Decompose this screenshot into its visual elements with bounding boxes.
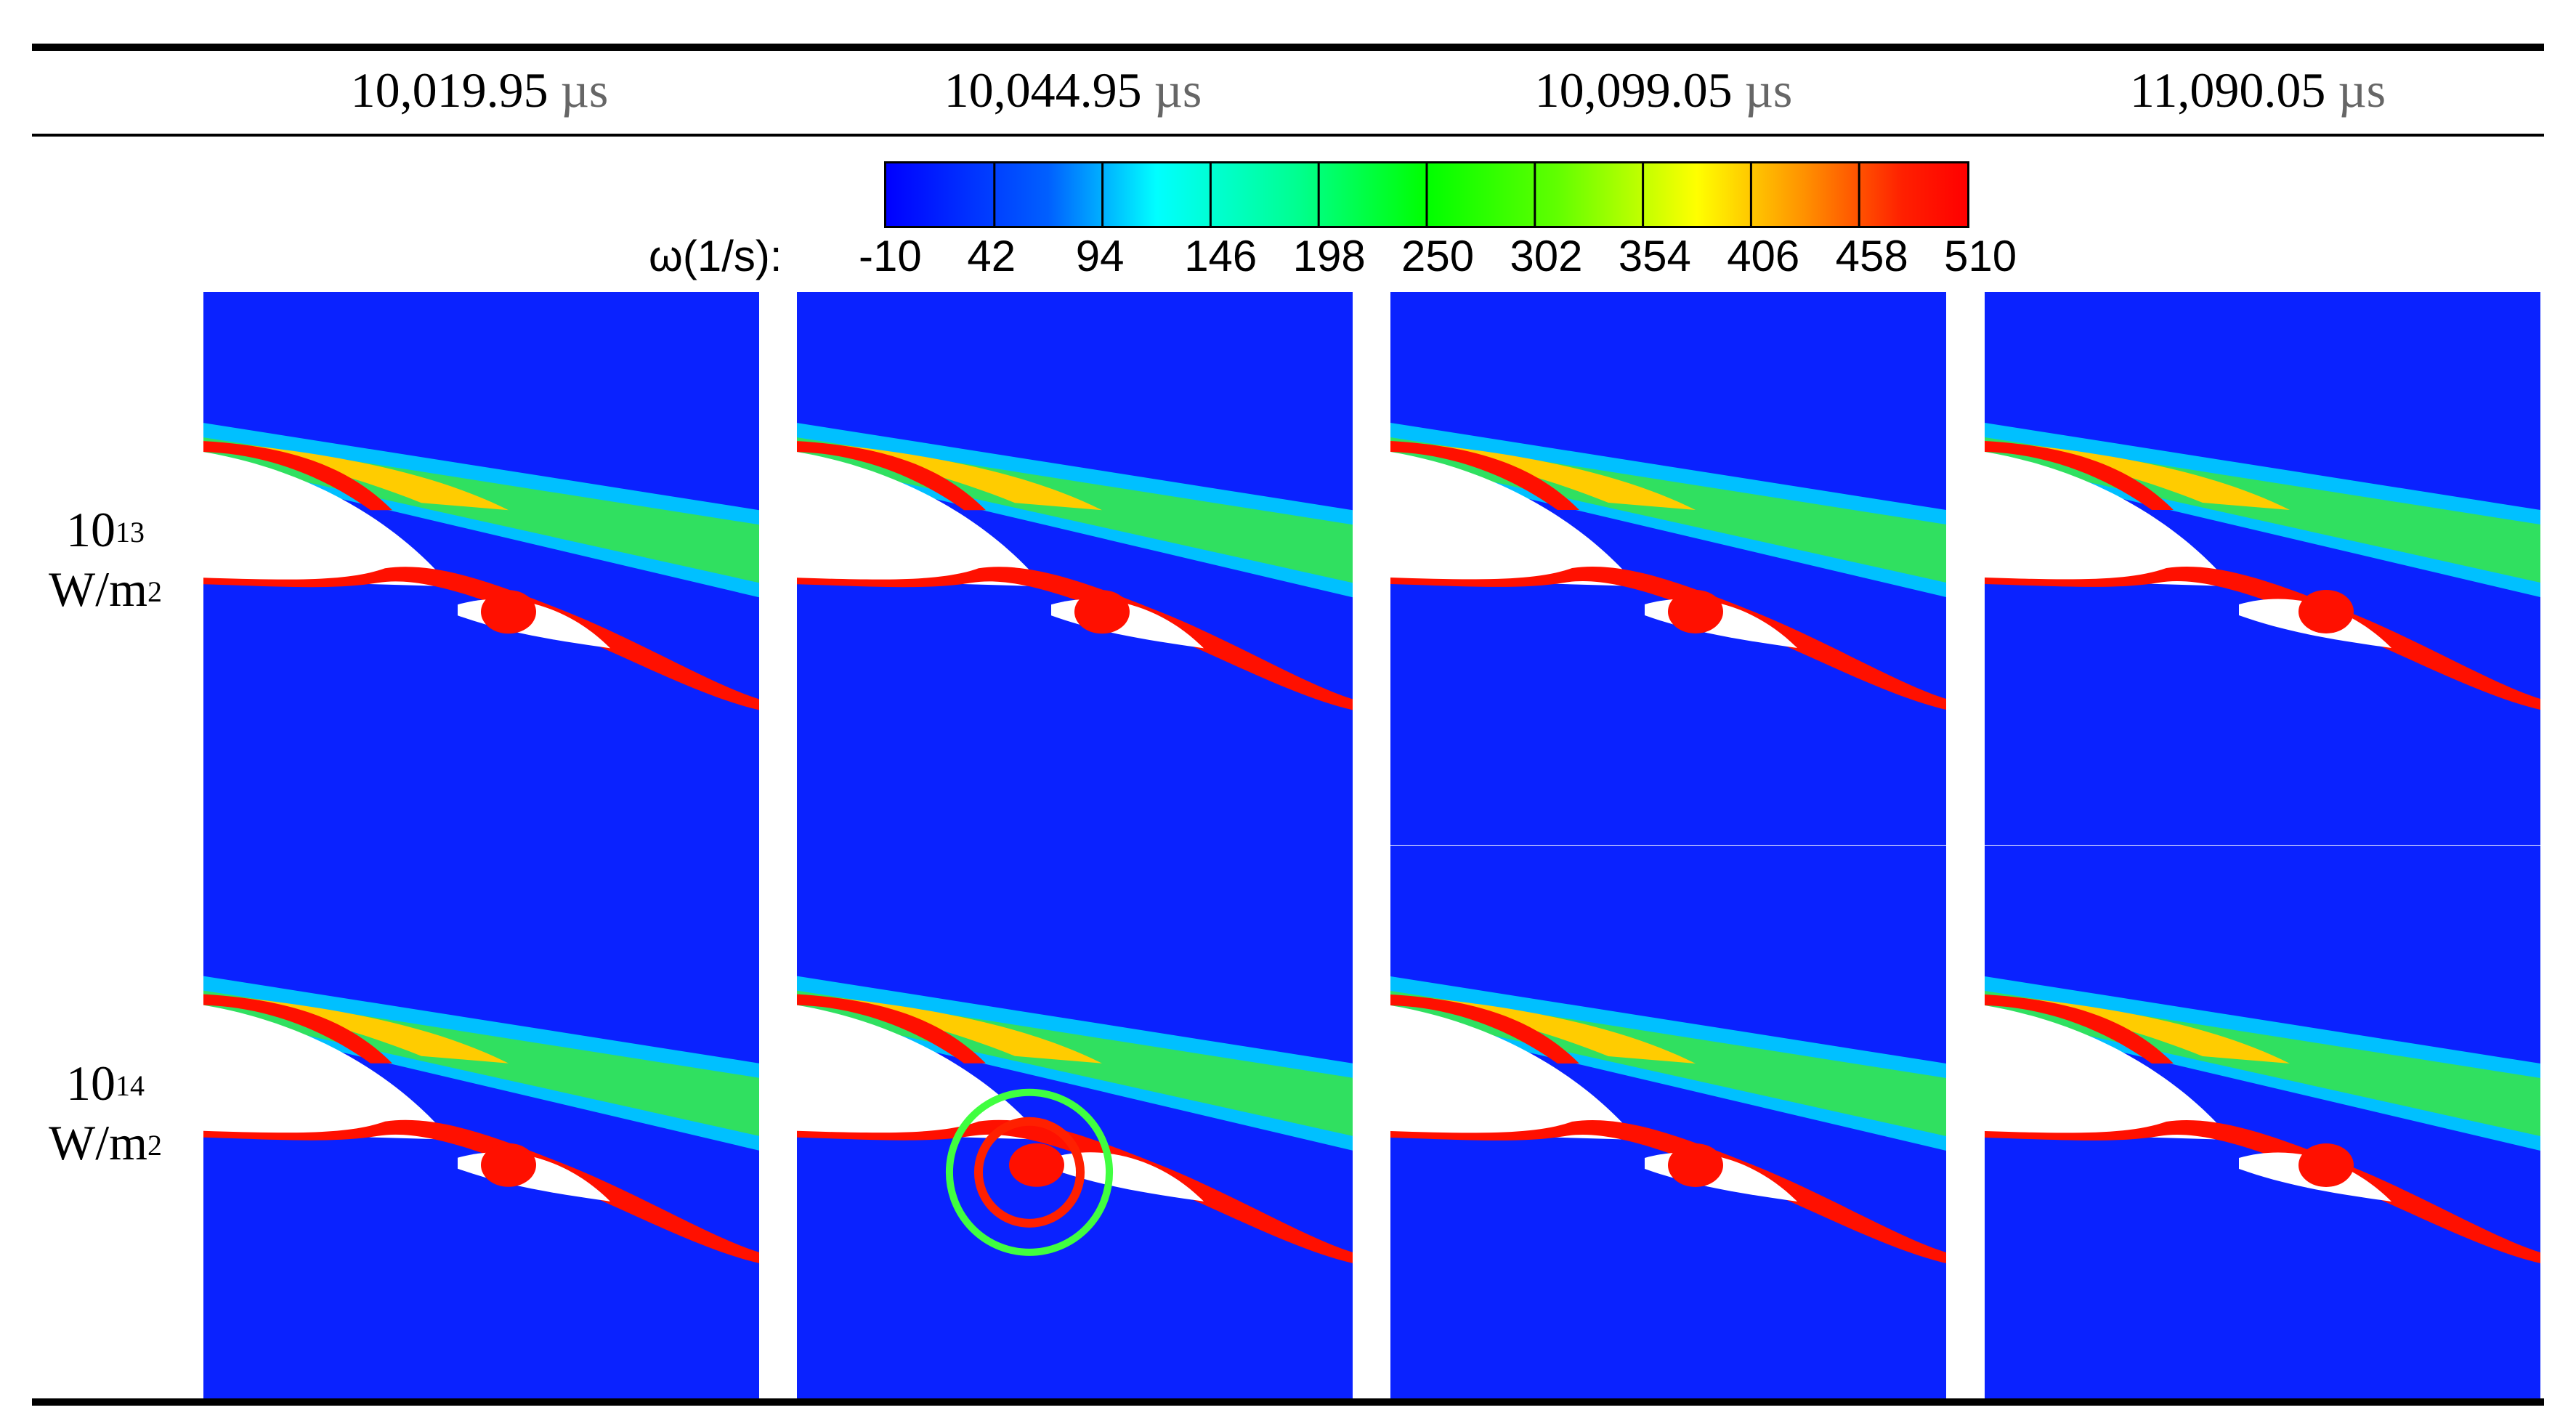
body-surface [1985, 452, 2232, 586]
table-top-rule [32, 44, 2544, 51]
contour-panel-col2 [797, 292, 1353, 1398]
wall-boundary-layer [203, 1119, 759, 1263]
vortex-core [1668, 590, 1723, 633]
airfoil-surface [1051, 1152, 1204, 1202]
wall-boundary-layer [797, 567, 1353, 710]
contour-panel-col3-row2 [1390, 846, 1946, 1398]
leading-edge-streak [797, 994, 986, 1064]
body-surface [1390, 452, 1637, 586]
contour-panel-col4-row1 [1985, 292, 2540, 845]
row-label-2: 1014 W/m2 [49, 1056, 162, 1170]
time-header-4: 11,090.05 µs [2129, 62, 2386, 118]
row-label-1: 1013 W/m2 [49, 502, 162, 617]
table-header-rule [32, 134, 2544, 137]
time-header-3: 10,099.05 µs [1534, 62, 1793, 118]
body-surface [203, 452, 450, 587]
table-bottom-rule [32, 1398, 2544, 1406]
vortex-core [481, 1143, 536, 1187]
leading-edge-streak [1985, 441, 2174, 510]
body-surface [203, 1005, 450, 1140]
contour-panel-col3-row1 [1390, 292, 1946, 845]
vortex-core [1009, 1143, 1064, 1187]
body-surface [1985, 1005, 2232, 1140]
vorticity-contour-plot [1390, 292, 1946, 845]
burst-ring [945, 1088, 1114, 1256]
vortex-core [2298, 590, 2354, 633]
colorbar-tick-label: -10 [859, 232, 922, 280]
vorticity-contour-plot [1985, 846, 2540, 1398]
wall-boundary-layer [1390, 1120, 1946, 1263]
colorbar-tick-label: 198 [1292, 232, 1366, 280]
colorbar-tick-label: 458 [1835, 232, 1908, 280]
burst-ring-inner [973, 1117, 1085, 1228]
vorticity-contour-plot [1390, 846, 1946, 1398]
colorbar-title: ω(1/s): [649, 232, 782, 280]
colorbar-tick-label: 250 [1401, 232, 1475, 280]
vortex-core [2298, 1143, 2354, 1187]
leading-edge-streak [797, 441, 986, 511]
wall-boundary-layer [1985, 1120, 2540, 1263]
contour-panel-col4-row2 [1985, 846, 2540, 1398]
colorbar-gradient [886, 163, 1967, 226]
wall-boundary-layer [1985, 567, 2540, 710]
colorbar-tick-label: 302 [1510, 232, 1583, 280]
body-surface [797, 452, 1044, 587]
time-header-1: 10,019.95 µs [350, 62, 609, 118]
vortex-core [481, 590, 536, 634]
vortex-core [1074, 590, 1130, 634]
body-surface [1390, 1005, 1637, 1140]
leading-edge-streak [203, 994, 392, 1064]
vorticity-contour-plot [797, 292, 1353, 1398]
leading-edge-streak [1390, 441, 1579, 510]
vortex-core [1668, 1143, 1723, 1187]
colorbar-tick-label: 510 [1944, 232, 2017, 280]
colorbar-tick-label: 42 [967, 232, 1016, 280]
wall-boundary-layer [203, 567, 759, 710]
colorbar-tick-label: 354 [1618, 232, 1691, 280]
vorticity-colorbar [884, 161, 1969, 228]
leading-edge-streak [203, 441, 392, 511]
vorticity-contour-plot [1985, 292, 2540, 845]
time-header-2: 10,044.95 µs [944, 62, 1202, 118]
colorbar-tick-label: 94 [1075, 232, 1125, 280]
leading-edge-streak [1390, 994, 1579, 1064]
wall-boundary-layer [1390, 567, 1946, 710]
colorbar-tick-label: 146 [1184, 232, 1257, 280]
colorbar-labels: ω(1/s): -10 42 94 146 198 250 302 354 406 458 510 [0, 231, 2576, 282]
leading-edge-streak [1985, 994, 2174, 1064]
contour-panel-col1 [203, 292, 759, 1398]
colorbar-tick-label: 406 [1727, 232, 1800, 280]
vorticity-contour-plot [203, 292, 759, 1398]
